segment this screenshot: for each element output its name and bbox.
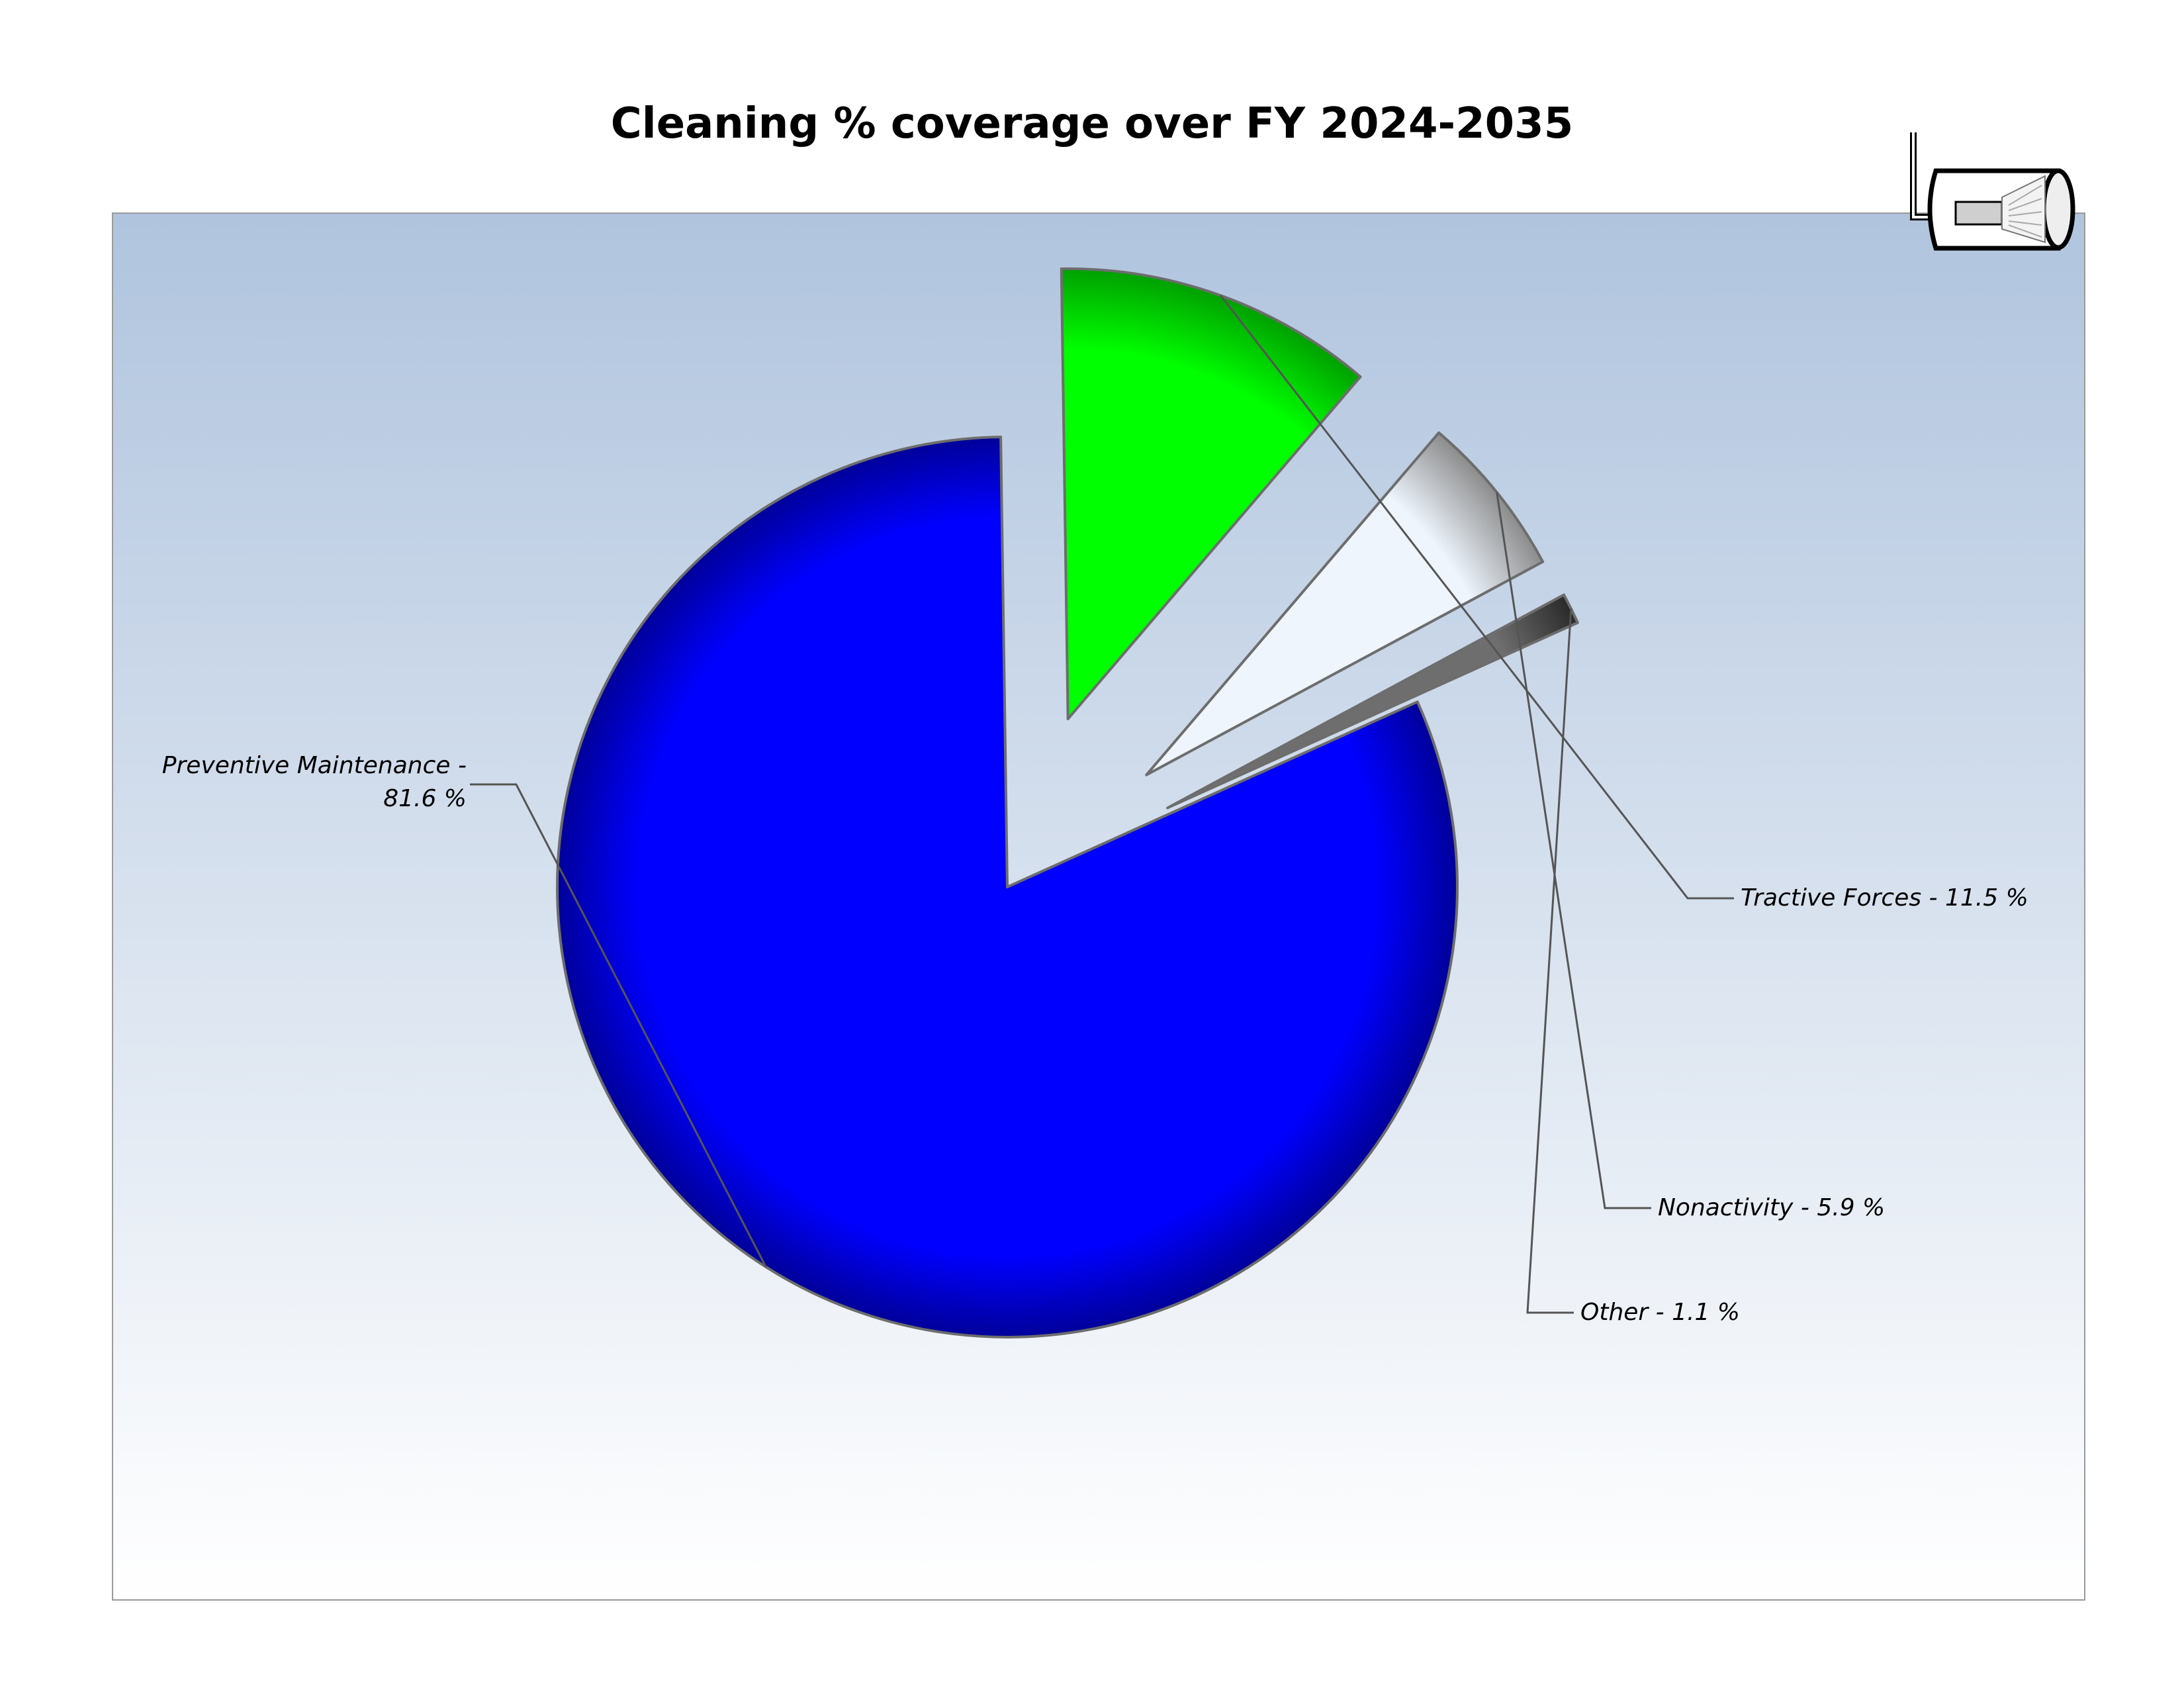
slice-label-nonactivity: Nonactivity - 5.9 % <box>1658 1194 1885 1221</box>
slice-label-preventive-maintenance: Preventive Maintenance - <box>162 752 467 779</box>
leader-line-preventive-maintenance <box>470 783 767 1268</box>
slice-label-preventive-maintenance: 81.6 % <box>383 785 467 812</box>
chart-title: Cleaning % coverage over FY 2024-2035 <box>610 99 1574 148</box>
leader-line-other <box>1526 608 1574 1314</box>
slice-labels: Preventive Maintenance - 81.6 % Tractive F… <box>162 752 2028 1326</box>
leader-line-tractive-forces <box>1220 295 1734 900</box>
pipe-cleaning-nozzle-icon <box>1910 132 2075 251</box>
leader-lines <box>470 295 1734 1314</box>
pie-slices <box>555 267 1579 1338</box>
slice-label-other: Other - 1.1 % <box>1580 1299 1740 1326</box>
slice-label-tractive-forces: Tractive Forces - 11.5 % <box>1741 884 2028 912</box>
leader-line-nonactivity <box>1496 492 1651 1209</box>
